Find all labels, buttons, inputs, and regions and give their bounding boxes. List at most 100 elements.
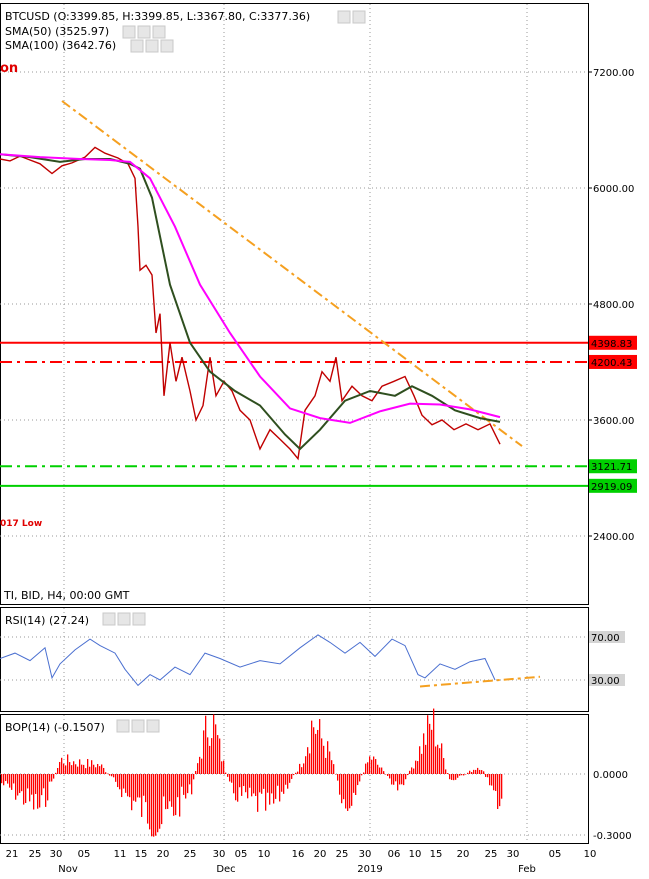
bop-bar — [273, 774, 275, 804]
bop-bar — [319, 719, 321, 774]
bop-bar — [251, 774, 253, 797]
visibility-icon[interactable] — [145, 39, 159, 53]
bop-bar — [255, 774, 257, 797]
bop-bar — [413, 768, 415, 774]
bop-bar — [351, 774, 353, 806]
bop-bar — [499, 774, 501, 807]
bop-bar — [217, 735, 219, 774]
bop-bar — [11, 774, 13, 790]
bop-bar — [485, 774, 487, 777]
close-icon[interactable] — [146, 719, 160, 733]
bop-bar — [249, 774, 251, 788]
bop-bar — [311, 720, 313, 774]
bop-bar — [235, 774, 237, 801]
bop-bar — [205, 715, 207, 774]
bop-bar — [293, 774, 295, 776]
bop-bar — [207, 737, 209, 774]
settings-icon[interactable] — [102, 612, 116, 626]
bop-bar — [317, 729, 319, 774]
bop-bar — [219, 738, 221, 774]
settings-icon[interactable] — [130, 39, 144, 53]
close-icon[interactable] — [152, 25, 166, 39]
rsi-icons[interactable] — [102, 612, 146, 626]
bop-bar — [135, 774, 137, 802]
bop-bar — [51, 774, 53, 782]
bop-bar — [41, 774, 43, 796]
bop-bar — [27, 774, 29, 789]
bop-bar — [97, 763, 99, 774]
bop-bar — [339, 774, 341, 795]
bop-bar — [1, 774, 3, 784]
visibility-icon[interactable] — [131, 719, 145, 733]
rsi-tick-label: 70.00 — [591, 633, 620, 644]
y-tick-label: 4800.00 — [593, 300, 634, 311]
header-icons[interactable] — [122, 10, 366, 53]
settings-icon[interactable] — [122, 25, 136, 39]
y-tick-label: 3600.00 — [593, 416, 634, 427]
bop-bar — [105, 772, 107, 774]
bop-bar — [397, 774, 399, 791]
bop-bar — [191, 774, 193, 795]
cut-low-annotation: 017 Low — [0, 519, 42, 529]
bop-bar — [445, 769, 447, 774]
sma50-label: SMA(50) (3525.97) — [5, 25, 109, 38]
bop-bar — [257, 774, 259, 812]
month-label: Dec — [216, 864, 235, 875]
visibility-icon[interactable] — [352, 10, 366, 24]
bop-bar — [103, 767, 105, 774]
y-tick-label: 6000.00 — [593, 184, 634, 195]
bop-bar — [289, 774, 291, 783]
bop-bar — [25, 774, 27, 803]
bop-bar — [227, 774, 229, 777]
trendlines — [61, 100, 541, 688]
settings-icon[interactable] — [337, 10, 351, 24]
bop-bar — [119, 774, 121, 790]
bop-bar — [157, 774, 159, 833]
close-icon[interactable] — [132, 612, 146, 626]
bop-bar — [297, 771, 299, 774]
bop-bar — [489, 774, 491, 786]
rsi-line — [0, 634, 496, 687]
rsi-level-box — [589, 674, 625, 686]
bop-bar — [501, 774, 503, 799]
bop-bar — [59, 761, 61, 774]
x-tick-label: 30 — [50, 849, 63, 860]
bop-bar — [87, 759, 89, 774]
bop-tick-label: 0.0000 — [593, 770, 628, 781]
bop-bar — [375, 759, 377, 774]
x-tick-label: 05 — [235, 849, 248, 860]
x-tick-label: 20 — [157, 849, 170, 860]
bop-bar — [161, 774, 163, 825]
bop-bar — [91, 760, 93, 774]
visibility-icon[interactable] — [117, 612, 131, 626]
bop-bar — [99, 766, 101, 774]
bop-bar — [89, 766, 91, 774]
bop-bar — [301, 767, 303, 774]
bop-bar — [213, 714, 215, 774]
bop-bar — [15, 774, 17, 800]
bop-bar — [75, 764, 77, 774]
bop-bar — [111, 774, 113, 777]
bop-bar — [465, 774, 467, 775]
bop-bar — [483, 771, 485, 774]
bop-bar — [127, 774, 129, 797]
bop-bar — [47, 774, 49, 801]
bop-bar — [277, 774, 279, 786]
bop-bar — [395, 774, 397, 782]
bop-bar — [79, 759, 81, 774]
bop-bar — [229, 774, 231, 782]
bop-bar — [187, 774, 189, 794]
bop-bar — [223, 760, 225, 774]
bop-panel-frame — [0, 714, 589, 844]
close-icon[interactable] — [160, 39, 174, 53]
settings-icon[interactable] — [116, 719, 130, 733]
bop-bar — [43, 774, 45, 789]
visibility-icon[interactable] — [137, 25, 151, 39]
bop-bar — [173, 774, 175, 816]
x-tick-label: 30 — [507, 849, 520, 860]
bop-bar — [253, 774, 255, 794]
bop-icons[interactable] — [116, 719, 160, 733]
bop-bar — [101, 764, 103, 774]
bop-bar — [363, 772, 365, 774]
